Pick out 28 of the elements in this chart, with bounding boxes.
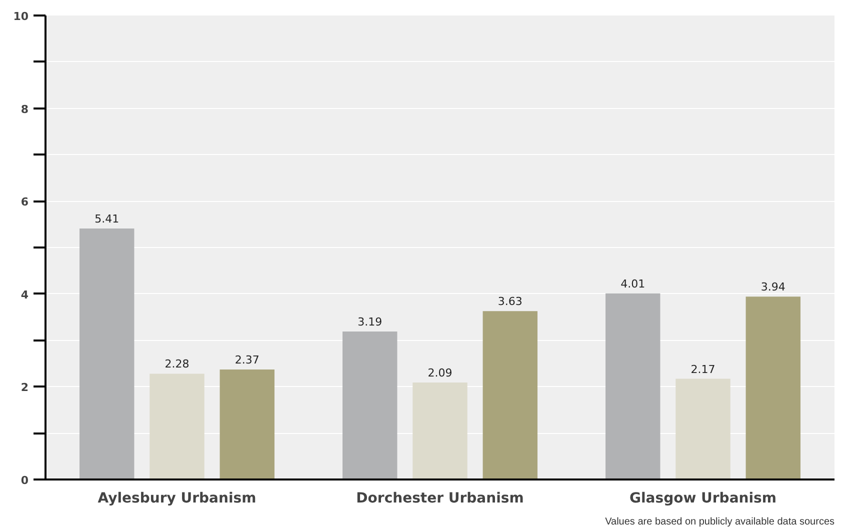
y-tick-label: 0 — [20, 474, 29, 487]
bar — [676, 378, 730, 480]
y-tick-label: 4 — [20, 288, 29, 302]
bar — [342, 331, 398, 480]
x-tick-label: Glasgow Urbanism — [630, 490, 776, 506]
y-tick-label: 8 — [20, 102, 28, 116]
data-label: 2.37 — [234, 354, 260, 367]
y-tick-label: 6 — [20, 196, 29, 209]
y-tick-label: 2 — [20, 381, 28, 394]
bar — [606, 293, 660, 480]
data-label: 3.63 — [498, 295, 522, 308]
bar — [412, 382, 468, 480]
bar — [80, 228, 134, 480]
bar — [746, 296, 800, 480]
bar — [482, 311, 538, 480]
data-label: 2.28 — [164, 358, 190, 371]
bar — [150, 374, 204, 480]
y-tick-label: 10 — [13, 10, 29, 23]
data-label: 5.41 — [94, 212, 120, 226]
data-label: 3.19 — [358, 315, 382, 328]
x-tick-label: Aylesbury Urbanism — [98, 490, 256, 506]
text: Values are based on publicly available data sources — [605, 516, 834, 528]
data-label: 3.94 — [760, 280, 786, 294]
x-tick-label: Dorchester Urbanism — [356, 490, 524, 506]
bar — [220, 370, 274, 480]
data-label: 2.17 — [690, 362, 716, 376]
data-label: 4.01 — [620, 277, 646, 290]
data-label: 2.09 — [428, 366, 452, 380]
